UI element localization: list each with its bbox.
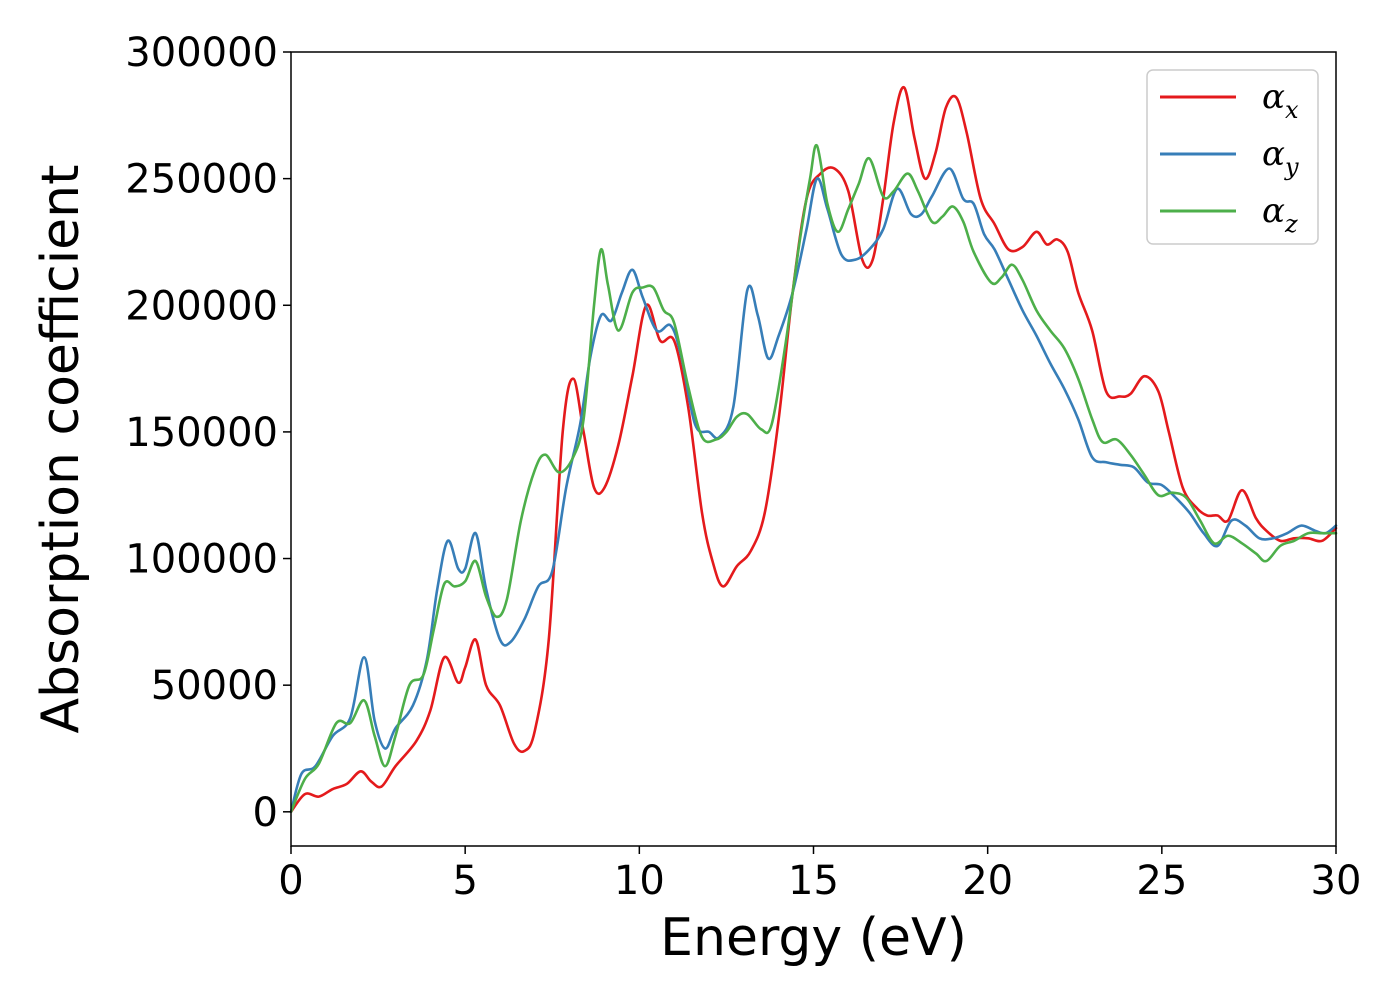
y-tick-label: 0 <box>253 790 278 836</box>
series-line-x <box>289 86 1338 814</box>
x-tick-label: 0 <box>278 858 303 904</box>
x-tick-label: 25 <box>1136 858 1187 904</box>
series-line-z <box>289 143 1338 814</box>
y-tick-label: 300000 <box>125 30 278 76</box>
y-axis-label: Absorption coefficient <box>31 164 91 733</box>
x-tick-label: 15 <box>788 858 839 904</box>
x-axis-label: Energy (eV) <box>660 908 967 968</box>
y-tick-label: 100000 <box>125 537 278 583</box>
x-tick-label: 20 <box>962 858 1013 904</box>
legend: αx αy αz <box>1146 69 1319 245</box>
legend-frame <box>1146 69 1319 245</box>
y-tick-label: 200000 <box>125 283 278 329</box>
legend-label-x: αx <box>1262 77 1299 124</box>
x-tick-label: 10 <box>614 858 665 904</box>
x-tick-label: 5 <box>452 858 477 904</box>
y-tick-label: 50000 <box>151 663 278 709</box>
y-tick-label: 150000 <box>125 410 278 456</box>
legend-label-z: αz <box>1262 191 1298 238</box>
series-layer <box>289 86 1338 814</box>
x-tick-label: 30 <box>1311 858 1362 904</box>
legend-label-y: αy <box>1262 134 1299 181</box>
x-axis: 0 5 10 15 20 25 30 <box>278 846 1361 904</box>
y-axis: 0 50000 100000 150000 200000 250000 300000 <box>125 30 291 836</box>
y-tick-label: 250000 <box>125 157 278 203</box>
